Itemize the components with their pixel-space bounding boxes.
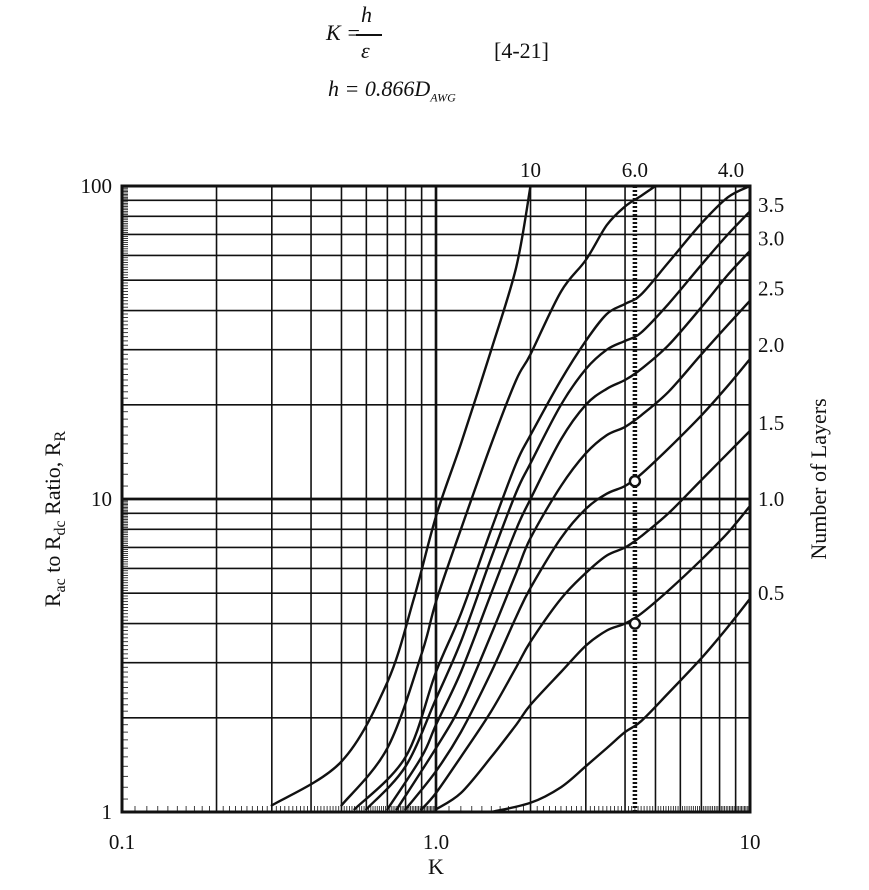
chart-grid [120,184,752,814]
layer-label-8: 1.0 [758,487,784,511]
marker-circle-1 [628,617,642,630]
layer-label-4: 3.0 [758,226,784,250]
series-curve-4 [386,249,750,811]
x-tick-labels: 0.1 1.0 10 [109,830,761,854]
layer-label-6: 2.0 [758,333,784,357]
series-curve-6 [404,357,750,811]
layer-label-3: 3.5 [758,193,784,217]
chart-frame [120,184,752,814]
layer-label-1: 6.0 [622,158,648,182]
equation-fraction-bar [356,34,382,36]
equation-k-lhs: K = [326,20,362,45]
y-axis-title-ac: ac [52,578,69,592]
x-tick-label-2: 10 [740,830,761,854]
equation-fraction-denominator: ε [361,38,370,63]
y-axis-title: Rac to Rdc Ratio, RR [40,431,69,608]
y-tick-label-2: 100 [81,174,113,198]
y-tick-label-1: 10 [91,487,112,511]
right-axis-title: Number of Layers [806,398,831,559]
y-axis-title-to: to R [40,535,65,578]
equation-h-lhs: h = 0.866D [328,76,431,101]
y-axis-title-r: R [40,592,65,607]
chart-series-layer [270,186,750,812]
equation-h-definition: h = 0.866DAWG [328,76,456,105]
equation-number: [4-21] [494,38,549,63]
y-axis-title-rr: R [52,431,69,442]
marker-circle-0 [628,474,642,488]
series-curve-1 [340,186,657,807]
layer-label-9: 0.5 [758,581,784,605]
series-curve-2 [353,186,750,811]
y-tick-label-0: 1 [102,800,113,824]
series-curve-9 [490,597,750,812]
equation-fraction-numerator: h [361,2,372,27]
x-tick-label-0: 0.1 [109,830,135,854]
y-tick-labels: 1 10 100 [81,174,113,824]
x-axis-title: K [428,854,444,879]
layer-label-2: 4.0 [718,158,744,182]
equation-h-subscript: AWG [430,90,456,105]
series-curve-0 [270,186,532,807]
x-tick-label-1: 1.0 [423,830,449,854]
series-curve-3 [365,210,750,811]
y-axis-title-dc: dc [52,520,69,535]
y-axis-title-ratio: Ratio, R [40,441,65,520]
layer-label-5: 2.5 [758,277,784,301]
layer-label-0: 10 [520,158,541,182]
series-curve-8 [434,504,750,811]
chart-markers-layer [628,186,642,812]
series-curve-7 [420,429,750,811]
series-curve-5 [395,299,750,811]
layer-labels: 10 6.0 4.0 3.5 3.0 2.5 2.0 1.5 1.0 0.5 [520,158,784,605]
layer-label-7: 1.5 [758,411,784,435]
